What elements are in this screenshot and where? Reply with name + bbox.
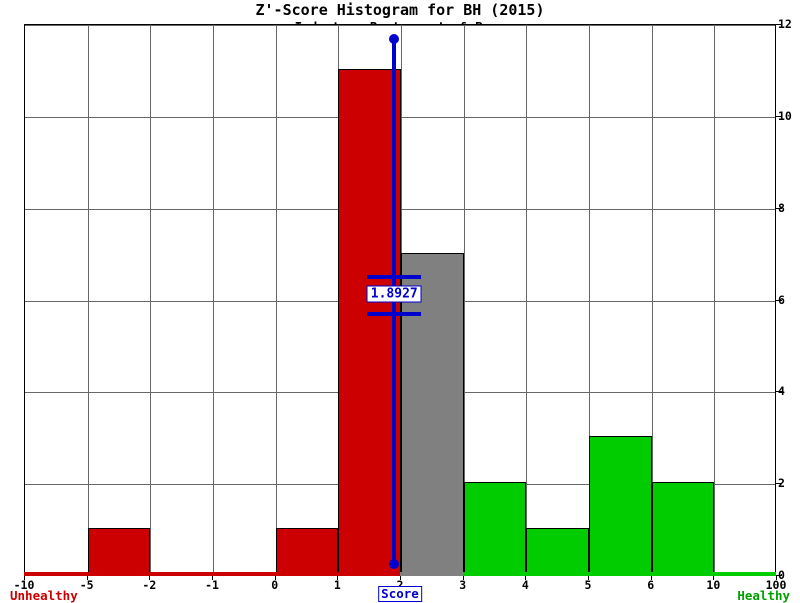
- x-axis-tick-mark: [274, 575, 276, 580]
- x-axis-tick-label: -5: [79, 578, 94, 592]
- x-axis-tick-label: 5: [584, 578, 592, 592]
- y-axis-tick-label: 12: [778, 17, 792, 31]
- gridline-vertical: [87, 25, 89, 574]
- histogram-bar: [651, 482, 715, 574]
- y-axis-tick-mark: [776, 391, 782, 393]
- marker-bracket: [367, 311, 422, 316]
- x-axis-tick-mark: [86, 575, 88, 580]
- y-axis-tick-mark: [776, 207, 782, 209]
- x-axis-tick-label: -10: [13, 578, 35, 592]
- x-axis-tick-label: 1: [333, 578, 341, 592]
- x-axis-tick-mark: [713, 575, 715, 580]
- gridline-vertical: [526, 25, 528, 574]
- x-axis-tick-mark: [337, 575, 339, 580]
- gridline-vertical: [714, 25, 716, 574]
- marker-value-label: 1.8927: [366, 285, 422, 303]
- x-axis-tick-mark: [525, 575, 527, 580]
- gridline-vertical: [651, 25, 653, 574]
- histogram-bar: [589, 436, 652, 574]
- x-axis-tick-label: 0: [271, 578, 279, 592]
- x-axis-tick-label: -1: [205, 578, 219, 592]
- x-axis-tick-mark: [462, 575, 464, 580]
- x-axis-tick-label: 10: [706, 578, 721, 592]
- gridline-vertical: [275, 25, 277, 574]
- marker-endpoint-dot: [389, 559, 400, 569]
- x-axis-tick-mark: [149, 575, 151, 580]
- gridline-vertical: [213, 25, 214, 574]
- healthy-label: Healthy: [737, 588, 790, 603]
- y-axis-tick-label: 10: [778, 108, 792, 123]
- x-axis-tick-mark: [24, 575, 25, 580]
- histogram-bar: [87, 528, 151, 574]
- x-axis-tick-mark: [400, 575, 401, 580]
- chart-title: Z'-Score Histogram for BH (2015): [255, 1, 545, 19]
- y-axis-tick-mark: [776, 299, 782, 301]
- x-axis-tick-label: 3: [459, 578, 467, 592]
- gridline-vertical: [150, 25, 152, 574]
- marker-endpoint-dot: [389, 34, 400, 44]
- x-axis-tick-label: 100: [765, 578, 787, 592]
- strip-healthy: [462, 572, 776, 576]
- x-axis-tick-mark: [588, 575, 589, 580]
- histogram-bar: [526, 528, 589, 574]
- histogram-bar: [275, 528, 339, 574]
- x-axis-tick-label: 6: [647, 578, 655, 592]
- x-axis-tick-mark: [212, 575, 213, 580]
- unhealthy-label: Unhealthy: [10, 588, 78, 603]
- x-axis-tick-label: 2: [396, 578, 404, 592]
- health-color-strip: [24, 572, 776, 576]
- x-axis-tick-mark: [776, 575, 777, 580]
- histogram-bar: [401, 252, 464, 574]
- x-axis-tick-label: 4: [521, 578, 529, 592]
- y-axis-tick-mark: [776, 115, 782, 117]
- gridline-horizontal: [25, 25, 775, 26]
- y-axis-tick-mark: [776, 575, 782, 576]
- x-axis-tick-label: -2: [142, 578, 157, 592]
- plot-area: 1.8927: [24, 24, 776, 575]
- marker-bracket: [367, 275, 422, 280]
- y-axis-tick-mark: [776, 483, 782, 485]
- x-axis-tick-mark: [650, 575, 652, 580]
- y-axis-tick-mark: [776, 24, 782, 25]
- gridline-vertical: [463, 25, 465, 574]
- y-axis-label-container: Number of companies (28 total): [0, 0, 108, 599]
- x-axis-label: Score: [378, 586, 422, 602]
- gridline-vertical: [589, 25, 590, 574]
- strip-unhealthy: [24, 572, 400, 576]
- histogram-bar: [463, 482, 527, 574]
- histogram-bar: [338, 68, 401, 574]
- strip-neutral: [400, 572, 463, 576]
